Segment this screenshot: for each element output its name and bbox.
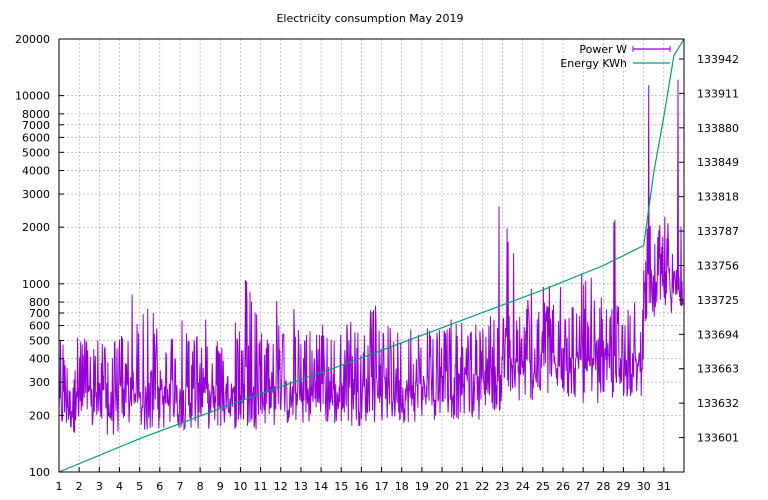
y-left-tick-label: 700 <box>29 307 50 320</box>
x-tick-label: 21 <box>455 480 469 493</box>
y-right-tick-label: 133787 <box>697 225 739 238</box>
y-left-tick-label: 3000 <box>22 188 50 201</box>
x-tick-label: 19 <box>415 480 429 493</box>
y-right-tick-label: 133911 <box>697 87 739 100</box>
energy-series <box>58 38 685 473</box>
y-right-tick-label: 133880 <box>697 122 739 135</box>
x-tick-label: 23 <box>496 480 510 493</box>
x-tick-label: 24 <box>516 480 530 493</box>
x-tick-label: 10 <box>233 480 247 493</box>
x-tick-label: 7 <box>176 480 183 493</box>
legend-label: Energy KWh <box>560 57 627 70</box>
x-tick-label: 17 <box>375 480 389 493</box>
power-series <box>58 79 684 435</box>
y-left-tick-label: 500 <box>29 334 50 347</box>
y-left-tick-label: 100 <box>29 466 50 479</box>
x-tick-label: 1 <box>56 480 63 493</box>
y-left-tick-label: 200 <box>29 409 50 422</box>
x-tick-label: 15 <box>334 480 348 493</box>
axis-layer: 1 2 3 4 5 6 7 8 9 10 11 12 13 14 15 16 17 18 19 20 21 22 23 24 2… <box>15 33 739 493</box>
x-tick-label: 9 <box>217 480 224 493</box>
y-left-tick-label: 5000 <box>22 146 50 159</box>
y-left-tick-label: 10000 <box>15 90 50 103</box>
x-tick-label: 11 <box>254 480 268 493</box>
x-tick-label: 31 <box>657 480 671 493</box>
y-left-tick-label: 400 <box>29 353 50 366</box>
x-tick-label: 2 <box>76 480 83 493</box>
energy-line <box>58 38 685 473</box>
y-right-tick-label: 133756 <box>697 259 739 272</box>
y-right-tick-label: 133663 <box>697 363 739 376</box>
legend-label: Power W <box>579 43 627 56</box>
y-left-tick-label: 600 <box>29 320 50 333</box>
x-tick-label: 4 <box>116 480 123 493</box>
x-tick-label: 28 <box>596 480 610 493</box>
x-tick-label: 12 <box>274 480 288 493</box>
y-left-tick-label: 8000 <box>22 108 50 121</box>
y-right-tick-label: 133942 <box>697 53 739 66</box>
y-left-tick-label: 1000 <box>22 278 50 291</box>
y-right-tick-label: 133601 <box>697 432 739 445</box>
plot-frame <box>58 38 685 473</box>
y-left-tick-label: 300 <box>29 376 50 389</box>
x-tick-label: 29 <box>617 480 631 493</box>
y-left-tick-label: 4000 <box>22 165 50 178</box>
x-tick-label: 25 <box>536 480 550 493</box>
x-tick-label: 16 <box>354 480 368 493</box>
y-left-tick-label: 800 <box>29 296 50 309</box>
x-tick-label: 5 <box>136 480 143 493</box>
y-right-tick-label: 133849 <box>697 156 739 169</box>
y-right-tick-label: 133694 <box>697 328 739 341</box>
x-tick-label: 14 <box>314 480 328 493</box>
x-tick-label: 6 <box>156 480 163 493</box>
x-tick-label: 22 <box>475 480 489 493</box>
chart-title: Electricity consumption May 2019 <box>276 12 463 25</box>
y-right-tick-label: 133818 <box>697 191 739 204</box>
x-tick-label: 3 <box>96 480 103 493</box>
y-left-tick-label: 7000 <box>22 119 50 132</box>
y-right-tick-label: 133725 <box>697 294 739 307</box>
x-tick-label: 8 <box>197 480 204 493</box>
y-left-tick-label: 2000 <box>22 221 50 234</box>
y-right-tick-label: 133632 <box>697 397 739 410</box>
y-left-tick-label: 6000 <box>22 131 50 144</box>
x-tick-label: 18 <box>395 480 409 493</box>
x-tick-label: 20 <box>435 480 449 493</box>
power-line <box>58 79 684 435</box>
x-tick-label: 30 <box>637 480 651 493</box>
x-tick-label: 13 <box>294 480 308 493</box>
y-left-tick-label: 20000 <box>15 33 50 46</box>
x-tick-label: 27 <box>576 480 590 493</box>
x-tick-label: 26 <box>556 480 570 493</box>
